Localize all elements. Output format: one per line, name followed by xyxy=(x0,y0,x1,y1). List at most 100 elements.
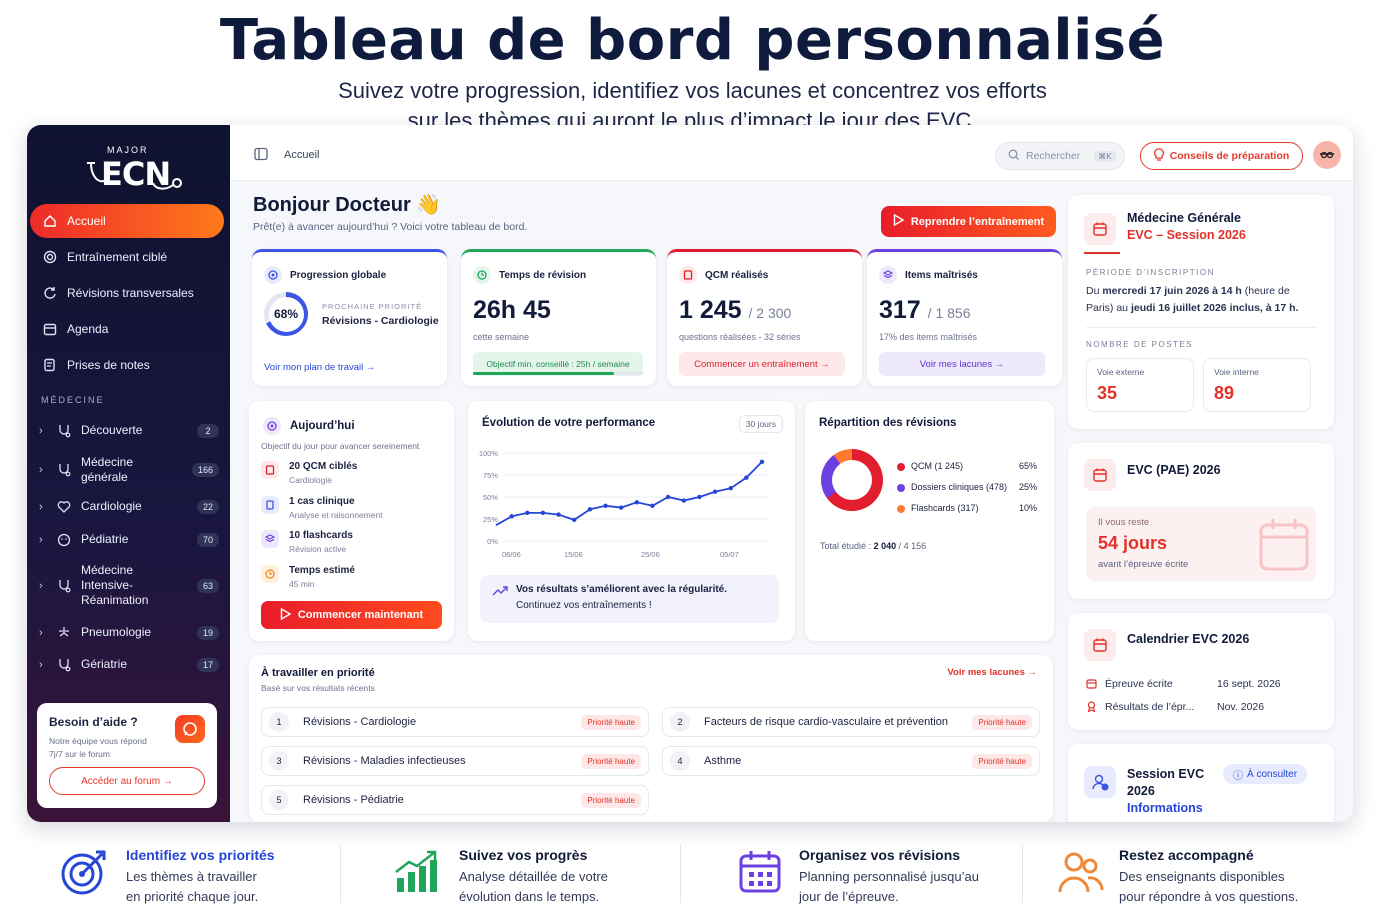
specialty-medecine-generale[interactable]: › Médecine générale 166 xyxy=(39,455,219,485)
feature-desc-l2: jour de l’épreuve. xyxy=(799,889,899,904)
conseils-button[interactable]: Conseils de préparation xyxy=(1140,142,1303,170)
start-training-button[interactable]: Commencer un entraînement → xyxy=(679,352,845,376)
nav-label: Prises de notes xyxy=(67,358,150,372)
nav-entrainement[interactable]: Entraînement ciblé xyxy=(30,240,224,274)
chat-bubble-icon[interactable] xyxy=(175,715,205,743)
legend-dot xyxy=(897,484,905,492)
inscription-text: Du mercredi 17 juin 2026 à 14 h (heure d… xyxy=(1086,283,1318,317)
items-total: / 1 856 xyxy=(927,305,971,321)
period-selector[interactable]: 30 jours xyxy=(738,415,783,433)
breadcrumb[interactable]: Accueil xyxy=(284,149,320,161)
performance-title: Évolution de votre performance xyxy=(482,417,656,429)
data-point[interactable] xyxy=(650,503,655,508)
today-item[interactable]: 10 flashcards Révision active xyxy=(261,530,353,554)
box-value: 35 xyxy=(1097,383,1118,403)
data-point[interactable] xyxy=(572,517,577,523)
legend-dot xyxy=(897,505,905,513)
data-point[interactable] xyxy=(634,500,640,505)
start-now-button[interactable]: Commencer maintenant xyxy=(261,601,442,629)
sidebar-toggle-icon[interactable] xyxy=(254,147,268,166)
forum-button[interactable]: Accéder au forum → xyxy=(49,767,205,795)
specialty-count: 17 xyxy=(196,657,219,672)
nav-notes[interactable]: Prises de notes xyxy=(30,348,224,382)
data-point[interactable] xyxy=(697,494,702,500)
specialty-reanimation[interactable]: › Médecine Intensive-Réanimation 63 xyxy=(39,563,219,608)
greeting-title: Bonjour Docteur 👋 xyxy=(253,194,442,216)
consult-badge[interactable]: ⓘ À consulter xyxy=(1223,764,1308,784)
today-item[interactable]: 1 cas clinique Analyse et raisonnement xyxy=(261,496,383,520)
data-point[interactable] xyxy=(712,489,718,494)
stat-sub: 17% des items maîtrisés xyxy=(879,332,978,342)
priority-row[interactable]: 2 Facteurs de risque cardio-vasculaire et… xyxy=(662,707,1040,737)
today-item[interactable]: 20 QCM ciblés Cardiologie xyxy=(261,461,357,485)
resume-button[interactable]: Reprendre l’entraînement xyxy=(881,206,1056,237)
stethoscope-icon xyxy=(57,579,73,593)
specialty-geriatrie[interactable]: › Gériatrie 17 xyxy=(39,657,219,672)
data-point[interactable] xyxy=(556,512,561,517)
performance-card: Évolution de votre performance 30 jours … xyxy=(468,401,795,641)
priority-number: 2 xyxy=(670,712,690,732)
specialty-pneumologie[interactable]: › Pneumologie 19 xyxy=(39,625,219,640)
data-point[interactable] xyxy=(525,510,530,516)
info-card[interactable]: Session EVC 2026 Informations ⓘ À consult… xyxy=(1068,744,1334,822)
data-point[interactable] xyxy=(540,510,546,516)
nav-revisions[interactable]: Révisions transversales xyxy=(30,276,224,310)
divider xyxy=(1086,327,1316,328)
priority-row[interactable]: 3 Révisions - Maladies infectieuses Priori… xyxy=(261,746,649,776)
session-title: Médecine Générale xyxy=(1127,211,1241,225)
data-point[interactable] xyxy=(728,486,733,491)
data-point[interactable] xyxy=(618,505,624,510)
countdown-reste: Il vous reste xyxy=(1098,517,1150,528)
nav-accueil[interactable]: Accueil xyxy=(30,204,224,238)
data-point[interactable] xyxy=(681,498,686,503)
view-gaps-button[interactable]: Voir mes lacunes → xyxy=(879,352,1045,376)
data-point[interactable] xyxy=(665,494,671,500)
data-point[interactable] xyxy=(744,475,749,480)
help-card: Besoin d’aide ? Notre équipe vous répond… xyxy=(37,703,217,808)
priority-number: 1 xyxy=(269,712,289,732)
priorities-title: À travailler en priorité xyxy=(261,667,375,679)
priorities-link[interactable]: Voir mes lacunes → xyxy=(947,667,1037,678)
forum-button-label: Accéder au forum xyxy=(81,775,161,787)
nav-agenda[interactable]: Agenda xyxy=(30,312,224,346)
specialty-cardiologie[interactable]: › Cardiologie 22 xyxy=(39,499,219,514)
data-point[interactable] xyxy=(603,503,608,508)
search-input[interactable]: Rechercher ⌘K xyxy=(995,142,1125,170)
help-desc: Notre équipe vous répond 7j/7 sur le for… xyxy=(49,736,147,759)
nav-label: Accueil xyxy=(67,214,106,228)
items-value: 317 xyxy=(879,296,921,324)
time-progress-fill xyxy=(473,372,615,375)
insc-d: jeudi 16 juillet 2026 inclus, à 17 h. xyxy=(1130,302,1299,314)
priority-row[interactable]: 4 Asthme Priorité haute xyxy=(662,746,1040,776)
chevron-right-icon: › xyxy=(39,533,43,546)
target-icon xyxy=(42,249,58,265)
arrow-right-icon: → xyxy=(994,358,1005,370)
calendar-row: Épreuve écrite 16 sept. 2026 xyxy=(1086,678,1306,692)
specialty-pediatrie[interactable]: › Pédiatrie 70 xyxy=(39,532,219,547)
priority-row[interactable]: 5 Révisions - Pédiatrie Priorité haute xyxy=(261,785,649,815)
info-icon: ⓘ xyxy=(1233,770,1243,782)
data-point[interactable] xyxy=(587,507,593,512)
priority-row[interactable]: 1 Révisions - Cardiologie Priorité haute xyxy=(261,707,649,737)
legend-dot xyxy=(897,463,905,471)
section-label: MÉDECINE xyxy=(41,395,105,405)
voie-interne-box: Voie interne 89 xyxy=(1203,358,1311,412)
link-label: Voir mes lacunes xyxy=(947,667,1025,678)
insc-c: (heure de Paris) au xyxy=(1086,285,1290,314)
baby-icon xyxy=(57,533,73,547)
today-item: Temps estimé 45 min xyxy=(261,565,355,589)
nav-label: Révisions transversales xyxy=(67,286,194,300)
avatar[interactable] xyxy=(1313,141,1341,169)
chevron-right-icon: › xyxy=(39,626,43,639)
clipboard-icon xyxy=(679,266,697,284)
people-icon xyxy=(1058,850,1104,899)
specialty-decouverte[interactable]: › Découverte 2 xyxy=(39,423,219,438)
accent-line xyxy=(1084,252,1120,254)
data-point[interactable] xyxy=(509,514,514,519)
qcm-value: 1 245 xyxy=(679,296,742,324)
info-title-l1: Session EVC xyxy=(1127,767,1205,781)
home-icon xyxy=(42,213,58,229)
work-plan-link[interactable]: Voir mon plan de travail → xyxy=(264,362,375,373)
data-point[interactable] xyxy=(759,459,765,464)
greeting-subtitle: Prêt(e) à avancer aujourd’hui ? Voici vo… xyxy=(253,221,528,233)
